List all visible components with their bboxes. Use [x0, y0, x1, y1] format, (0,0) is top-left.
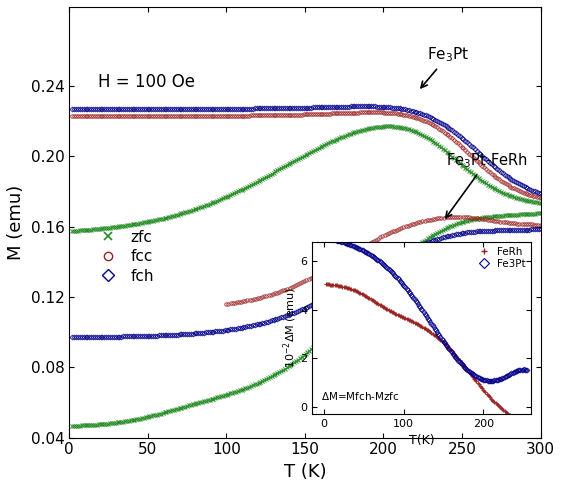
- Text: H = 100 Oe: H = 100 Oe: [98, 73, 194, 91]
- Legend: zfc, fcc, fch: zfc, fcc, fch: [87, 224, 160, 290]
- X-axis label: T (K): T (K): [284, 463, 326, 481]
- Y-axis label: M (emu): M (emu): [7, 184, 25, 260]
- Text: Fe$_3$Pt: Fe$_3$Pt: [421, 46, 470, 88]
- Text: Fe$_3$Pt-FeRh: Fe$_3$Pt-FeRh: [446, 151, 528, 218]
